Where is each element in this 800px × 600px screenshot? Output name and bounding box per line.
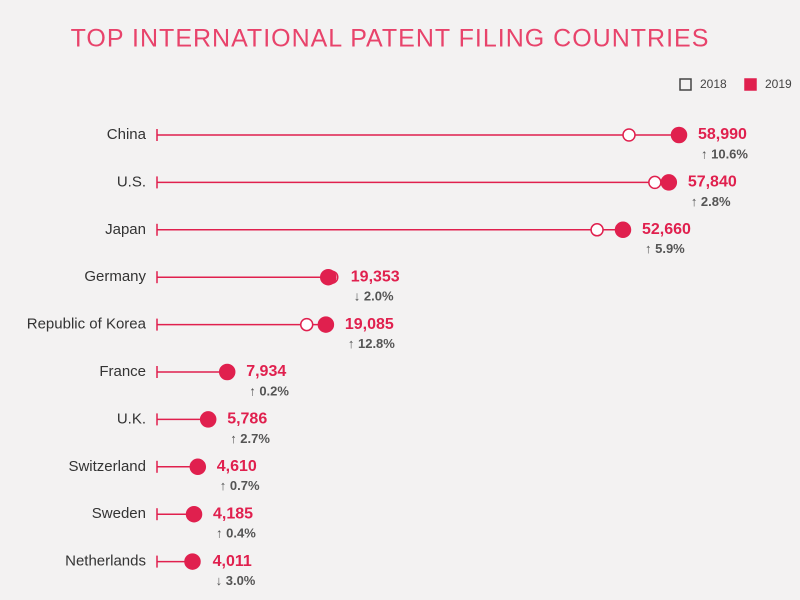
dot <box>672 128 687 143</box>
change-label: ↑ 12.8% <box>348 336 395 351</box>
value-label: 5,786 <box>227 411 267 428</box>
dot <box>615 222 630 237</box>
dot-hollow <box>623 129 635 141</box>
dot <box>661 175 676 190</box>
dot <box>187 507 202 522</box>
change-label: ↓ 2.0% <box>354 289 394 304</box>
value-label: 4,185 <box>213 505 253 522</box>
change-label: ↑ 0.4% <box>216 526 256 541</box>
value-label: 52,660 <box>642 221 691 238</box>
legend-label: 2018 <box>700 77 727 91</box>
dot <box>185 554 200 569</box>
dot <box>318 317 333 332</box>
dot-hollow <box>649 176 661 188</box>
value-label: 7,934 <box>246 363 286 380</box>
category-label: Switzerland <box>68 458 146 475</box>
value-label: 57,840 <box>688 174 737 191</box>
value-label: 19,085 <box>345 316 394 333</box>
category-label: Japan <box>105 221 146 238</box>
dot <box>190 459 205 474</box>
category-label: U.K. <box>117 410 146 427</box>
change-label: ↑ 5.9% <box>645 241 685 256</box>
category-label: France <box>99 363 146 380</box>
dot-hollow <box>591 224 603 236</box>
legend-label: 2019 <box>765 77 792 91</box>
category-label: Netherlands <box>65 553 146 570</box>
value-label: 19,353 <box>351 268 400 285</box>
dot <box>201 412 216 427</box>
dot <box>321 270 336 285</box>
category-label: Germany <box>84 268 146 285</box>
value-label: 58,990 <box>698 126 747 143</box>
chart-title: TOP INTERNATIONAL PATENT FILING COUNTRIE… <box>71 25 710 53</box>
change-label: ↓ 3.0% <box>216 573 256 588</box>
category-label: Republic of Korea <box>27 316 147 333</box>
change-label: ↑ 10.6% <box>701 146 748 161</box>
value-label: 4,011 <box>213 553 252 570</box>
dot-hollow <box>301 319 313 331</box>
dot <box>220 365 235 380</box>
change-label: ↑ 2.8% <box>691 194 731 209</box>
change-label: ↑ 0.2% <box>249 383 289 398</box>
legend-swatch <box>745 79 756 90</box>
change-label: ↑ 2.7% <box>230 431 270 446</box>
category-label: China <box>107 126 147 143</box>
category-label: U.S. <box>117 173 146 190</box>
change-label: ↑ 0.7% <box>220 478 260 493</box>
category-label: Sweden <box>92 505 146 522</box>
value-label: 4,610 <box>217 458 257 475</box>
